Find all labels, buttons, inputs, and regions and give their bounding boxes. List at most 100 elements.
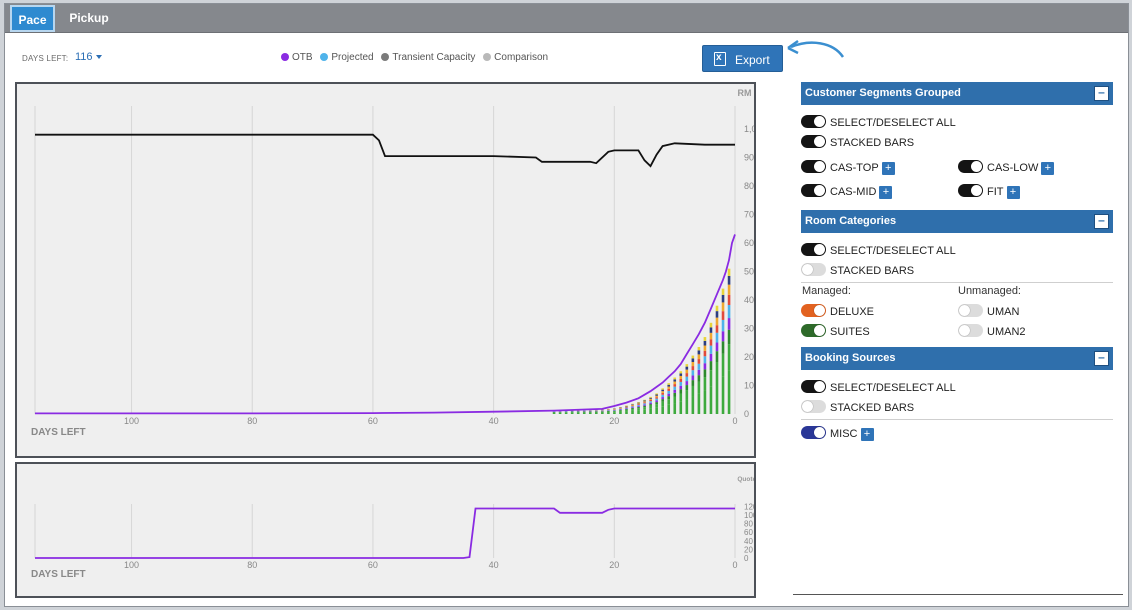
room-uman[interactable]: UMAN	[958, 304, 1019, 320]
bar-segment	[576, 411, 580, 413]
bar-segment	[703, 337, 707, 341]
bar-segment	[637, 405, 640, 407]
y-tick-label: 100	[744, 511, 754, 520]
tab-pace[interactable]: Pace	[10, 5, 55, 32]
bar-segment	[703, 390, 707, 414]
toggle-switch[interactable]	[801, 304, 826, 317]
sources-select-all[interactable]: SELECT/DESELECT ALL	[801, 380, 956, 396]
segments-select-all[interactable]: SELECT/DESELECT ALL	[801, 115, 956, 131]
bar-segment	[679, 389, 683, 394]
export-button[interactable]: x Export	[702, 45, 783, 72]
legend-item-projected[interactable]: Projected	[320, 52, 374, 63]
bar-segment	[727, 294, 731, 305]
bar-segment	[643, 405, 646, 408]
bar-segment	[625, 408, 628, 410]
toggle-switch[interactable]	[801, 115, 826, 128]
expand-plus-icon[interactable]: +	[1006, 186, 1020, 199]
legend-item-transient-capacity[interactable]: Transient Capacity	[381, 52, 475, 63]
collapse-sources-button[interactable]: –	[1094, 351, 1109, 366]
bar-segment	[655, 400, 658, 403]
rooms-select-all[interactable]: SELECT/DESELECT ALL	[801, 243, 956, 259]
bar-segment	[607, 411, 610, 413]
bar-segment	[613, 412, 616, 414]
legend-label: Transient Capacity	[392, 52, 476, 63]
tab-pickup[interactable]: Pickup	[69, 11, 109, 25]
segment-cas-mid[interactable]: CAS-MID +	[801, 184, 893, 200]
bar-segment	[721, 294, 725, 303]
bar-segment	[715, 311, 719, 318]
bar-segment	[703, 345, 707, 351]
toggle-switch[interactable]	[801, 160, 826, 173]
bar-segment	[685, 399, 689, 414]
collapse-rooms-button[interactable]: –	[1094, 214, 1109, 229]
toggle-switch[interactable]	[958, 160, 983, 173]
bar-segment	[643, 409, 646, 414]
series-line-transient-capacity	[35, 133, 735, 168]
collapse-segments-button[interactable]: –	[1094, 86, 1109, 101]
bar-segment	[709, 339, 713, 346]
chevron-down-icon[interactable]	[96, 55, 102, 59]
bar-segment	[613, 410, 616, 412]
managed-label: Managed:	[802, 285, 851, 297]
bar-segment	[607, 412, 610, 414]
bar-segment	[715, 305, 719, 312]
rooms-header: Room Categories –	[801, 210, 1113, 233]
expand-plus-icon[interactable]: +	[881, 162, 895, 175]
bar-segment	[703, 369, 707, 378]
toggle-switch[interactable]	[801, 400, 826, 413]
bar-segment	[619, 410, 622, 412]
y-tick-label: 0	[744, 554, 749, 563]
bar-segment	[667, 404, 671, 414]
toggle-switch[interactable]	[801, 135, 826, 148]
bar-segment	[697, 350, 701, 355]
toggle-switch[interactable]	[801, 380, 826, 393]
sources-stacked-bars[interactable]: STACKED BARS	[801, 400, 914, 416]
bar-segment	[625, 407, 628, 409]
bar-segment	[637, 404, 640, 406]
x-tick-label: 20	[609, 560, 619, 570]
rooms-title: Room Categories	[805, 215, 897, 227]
series-line-otb	[35, 234, 736, 415]
room-deluxe[interactable]: DELUXE	[801, 304, 874, 320]
room-suites[interactable]: SUITES	[801, 324, 870, 340]
toggle-switch[interactable]	[801, 426, 826, 439]
bar-segment	[655, 398, 658, 401]
legend-item-otb[interactable]: OTB	[281, 52, 313, 63]
bar-segment	[709, 322, 713, 328]
toggle-switch[interactable]	[801, 324, 826, 337]
expand-plus-icon[interactable]: +	[1041, 162, 1055, 175]
legend-item-comparison[interactable]: Comparison	[483, 52, 548, 63]
segment-cas-top[interactable]: CAS-TOP +	[801, 160, 895, 176]
toggle-switch[interactable]	[958, 184, 983, 197]
bar-segment	[661, 406, 664, 414]
segments-stacked-bars[interactable]: STACKED BARS	[801, 135, 914, 151]
segment-fit[interactable]: FIT +	[958, 184, 1020, 200]
toggle-switch[interactable]	[801, 263, 826, 276]
bar-segment	[703, 363, 707, 370]
toggle-label: CAS-MID	[830, 186, 877, 198]
days-left-select[interactable]: 116	[75, 51, 93, 63]
bar-segment	[601, 412, 604, 414]
bar-segment	[715, 351, 719, 363]
expand-plus-icon[interactable]: +	[879, 186, 893, 199]
bar-segment	[691, 366, 695, 371]
bar-segment	[667, 384, 671, 387]
bar-segment	[697, 393, 701, 414]
expand-plus-icon[interactable]: +	[860, 428, 874, 441]
room-uman2[interactable]: UMAN2	[958, 324, 1026, 340]
toggle-label: CAS-TOP	[830, 162, 879, 174]
toggle-switch[interactable]	[801, 243, 826, 256]
rooms-stacked-bars[interactable]: STACKED BARS	[801, 263, 914, 279]
bar-segment	[661, 389, 664, 392]
toggle-switch[interactable]	[958, 304, 983, 317]
toggle-switch[interactable]	[801, 184, 826, 197]
bar-segment	[697, 381, 701, 394]
segment-cas-low[interactable]: CAS-LOW +	[958, 160, 1055, 176]
source-misc[interactable]: MISC +	[801, 426, 874, 442]
bar-segment	[709, 345, 713, 354]
bar-segment	[552, 412, 556, 414]
bar-segment	[679, 378, 683, 382]
toggle-switch[interactable]	[958, 324, 983, 337]
bar-segment	[727, 304, 731, 319]
bar-segment	[558, 412, 562, 414]
